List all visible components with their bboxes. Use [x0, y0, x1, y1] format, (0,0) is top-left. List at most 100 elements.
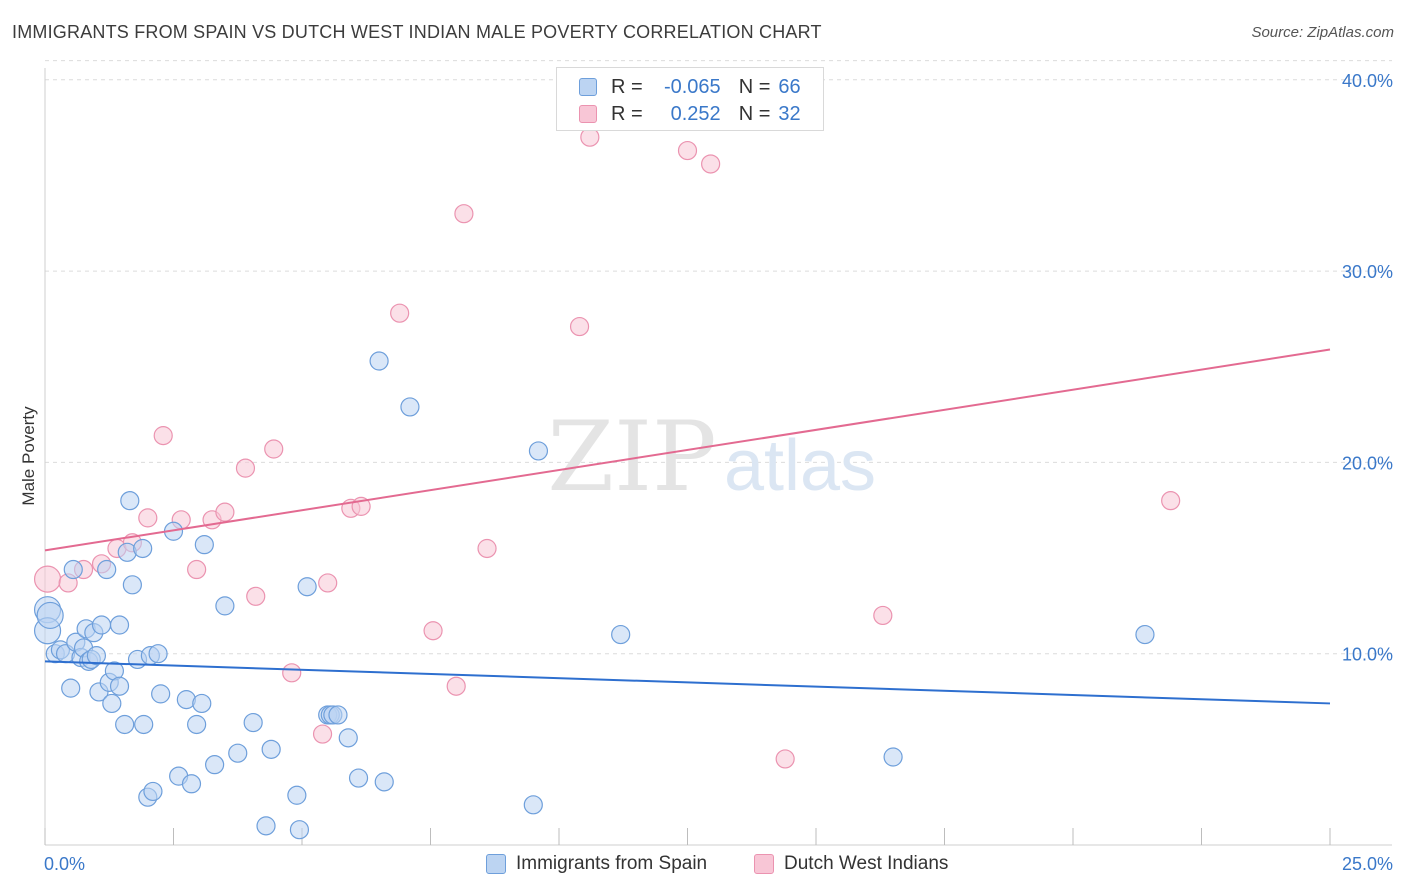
legend-n-value: 66 — [778, 75, 801, 98]
data-point-immigrants-from-spain — [243, 712, 263, 733]
bottom-legend-dutch: Dutch West Indians — [754, 852, 948, 876]
data-point-immigrants-from-spain — [91, 615, 112, 635]
data-point-immigrants-from-spain — [611, 624, 631, 645]
data-point-dutch-west-indians — [187, 559, 207, 580]
bottom-legend-label-dutch: Dutch West Indians — [784, 853, 949, 874]
data-point-immigrants-from-spain — [181, 774, 202, 794]
data-point-dutch-west-indians — [264, 439, 284, 459]
y-tick-label: 40.0% — [1342, 71, 1393, 91]
data-point-immigrants-from-spain — [297, 577, 317, 597]
y-tick-label: 30.0% — [1342, 262, 1393, 282]
data-point-immigrants-from-spain — [369, 351, 389, 371]
data-point-dutch-west-indians — [390, 303, 410, 323]
data-point-dutch-west-indians — [138, 508, 158, 528]
bottom-legend-label-spain: Immigrants from Spain — [516, 853, 708, 874]
data-point-dutch-west-indians — [1161, 491, 1181, 511]
data-point-immigrants-from-spain — [97, 559, 117, 580]
data-point-immigrants-from-spain — [61, 678, 81, 698]
data-point-immigrants-from-spain — [86, 646, 107, 666]
tick-labels: 10.0% 20.0% 30.0% 40.0% 0.0% 25.0% — [44, 71, 1393, 874]
data-point-immigrants-from-spain — [228, 743, 248, 763]
data-point-dutch-west-indians — [775, 749, 795, 769]
data-point-dutch-west-indians — [282, 663, 302, 683]
data-point-dutch-west-indians — [677, 140, 698, 161]
data-point-immigrants-from-spain — [122, 575, 142, 595]
legend-n-label: N = — [738, 102, 771, 125]
data-point-dutch-west-indians — [318, 573, 338, 593]
grid-lines — [45, 60, 1392, 655]
data-point-dutch-west-indians — [423, 621, 443, 641]
x-tick-label-max: 25.0% — [1342, 854, 1393, 874]
trend-line-dutch-west-indians — [44, 348, 1331, 552]
data-point-dutch-west-indians — [33, 565, 62, 593]
data-point-dutch-west-indians — [477, 538, 497, 559]
data-point-immigrants-from-spain — [148, 644, 168, 664]
data-point-dutch-west-indians — [569, 316, 590, 337]
data-point-immigrants-from-spain — [151, 684, 171, 704]
data-point-dutch-west-indians — [215, 502, 235, 522]
series-immigrants-from-spain — [33, 351, 1155, 840]
watermark-zip: ZIP — [547, 401, 716, 513]
data-point-immigrants-from-spain — [523, 795, 543, 815]
data-point-immigrants-from-spain — [133, 538, 153, 559]
data-point-immigrants-from-spain — [289, 820, 310, 840]
data-point-immigrants-from-spain — [400, 397, 420, 417]
legend-r-value: -0.065 — [663, 75, 721, 98]
y-tick-label: 10.0% — [1342, 645, 1393, 665]
data-point-immigrants-from-spain — [194, 535, 214, 555]
bottom-legend-spain: Immigrants from Spain — [486, 852, 707, 876]
data-point-dutch-west-indians — [701, 154, 721, 174]
correlation-legend: R = -0.065 N = 66 R = 0.252 N = 32 — [556, 67, 824, 131]
legend-row-spain: R = -0.065 N = 66 — [579, 75, 801, 99]
x-tick-label-min: 0.0% — [44, 854, 85, 874]
bottom-legend-swatch-spain — [486, 854, 506, 874]
data-point-immigrants-from-spain — [134, 714, 154, 735]
data-point-immigrants-from-spain — [205, 755, 225, 775]
trend-lines — [44, 348, 1331, 705]
trend-line-immigrants-from-spain — [44, 660, 1331, 705]
data-point-immigrants-from-spain — [109, 615, 130, 635]
chart-title: IMMIGRANTS FROM SPAIN VS DUTCH WEST INDI… — [12, 22, 822, 42]
data-point-immigrants-from-spain — [115, 714, 135, 735]
data-point-immigrants-from-spain — [120, 491, 140, 511]
data-point-immigrants-from-spain — [36, 601, 64, 630]
legend-swatch-dutch — [579, 105, 597, 123]
data-point-dutch-west-indians — [235, 458, 256, 478]
data-point-immigrants-from-spain — [256, 816, 276, 836]
legend-row-dutch: R = 0.252 N = 32 — [579, 102, 801, 126]
data-point-dutch-west-indians — [446, 676, 466, 696]
data-point-immigrants-from-spain — [328, 705, 348, 725]
data-point-immigrants-from-spain — [102, 693, 122, 714]
y-tick-label: 20.0% — [1342, 453, 1393, 473]
data-point-immigrants-from-spain — [287, 785, 307, 805]
watermark: ZIP atlas — [547, 401, 876, 513]
y-axis-label: Male Poverty — [19, 406, 38, 506]
legend-r-label: R = — [611, 75, 643, 98]
data-point-immigrants-from-spain — [192, 693, 212, 714]
data-point-immigrants-from-spain — [261, 739, 281, 759]
data-point-immigrants-from-spain — [215, 596, 235, 616]
data-point-immigrants-from-spain — [883, 747, 903, 767]
data-point-immigrants-from-spain — [109, 676, 130, 696]
data-point-dutch-west-indians — [454, 204, 474, 224]
legend-r-label: R = — [611, 102, 643, 125]
data-point-dutch-west-indians — [153, 426, 173, 446]
data-point-dutch-west-indians — [312, 724, 333, 744]
watermark-atlas: atlas — [724, 426, 876, 506]
data-point-dutch-west-indians — [246, 586, 266, 606]
data-point-dutch-west-indians — [873, 605, 893, 626]
data-point-immigrants-from-spain — [348, 768, 369, 788]
data-point-immigrants-from-spain — [374, 772, 394, 792]
data-point-immigrants-from-spain — [338, 728, 358, 748]
bottom-legend-swatch-dutch — [754, 854, 774, 874]
data-point-immigrants-from-spain — [143, 781, 163, 802]
source-label: Source: ZipAtlas.com — [1251, 24, 1394, 41]
data-point-immigrants-from-spain — [528, 441, 549, 461]
legend-n-value: 32 — [778, 102, 801, 125]
data-point-immigrants-from-spain — [187, 714, 207, 735]
legend-swatch-spain — [579, 78, 597, 96]
legend-r-value: 0.252 — [670, 102, 721, 125]
data-point-immigrants-from-spain — [1135, 624, 1155, 645]
legend-n-label: N = — [738, 75, 771, 98]
